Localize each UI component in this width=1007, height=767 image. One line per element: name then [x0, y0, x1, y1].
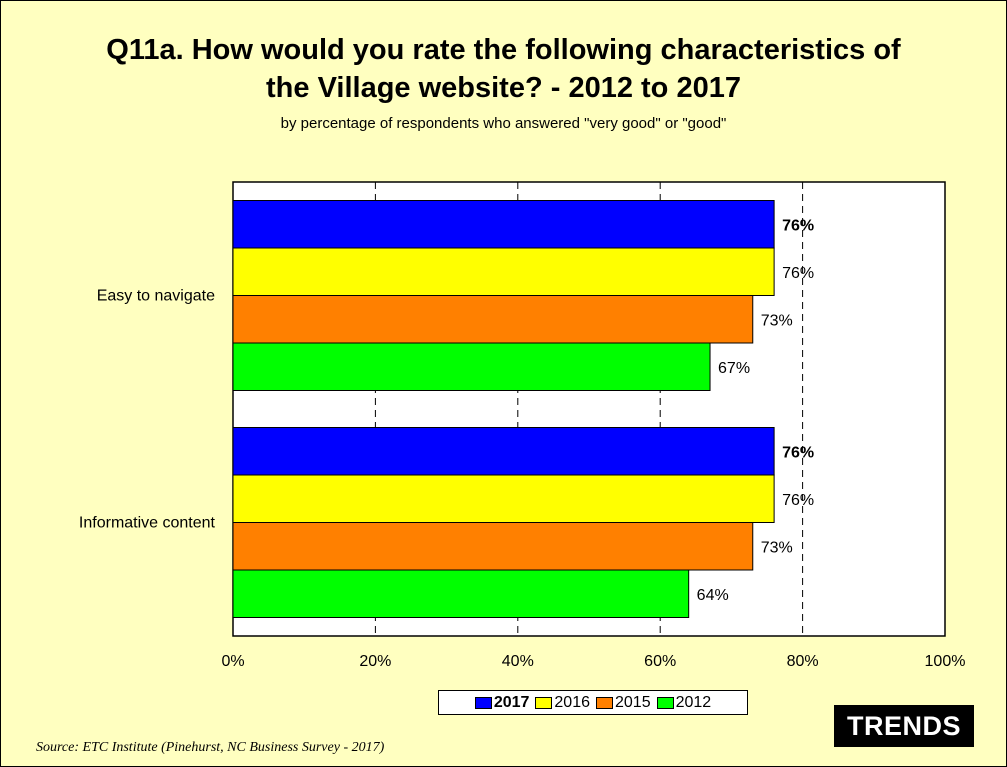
bar-2016-1	[232, 474, 775, 523]
data-label-2015-0: 73%	[761, 312, 793, 329]
chart-legend: 2017 2016 2015 2012	[438, 690, 748, 715]
bar-2012-0	[232, 342, 711, 391]
legend-label-2015: 2015	[615, 693, 651, 711]
chart-title: Q11a. How would you rate the following c…	[1, 31, 1006, 107]
chart-title-line-1: Q11a. How would you rate the following c…	[106, 34, 901, 66]
legend-swatch-2015	[596, 696, 613, 709]
data-label-2017-1: 76%	[782, 444, 814, 461]
legend-label-2012: 2012	[675, 693, 712, 711]
trends-badge: TRENDS	[834, 705, 974, 747]
data-label-2016-0: 76%	[782, 265, 814, 282]
legend-swatch-2016	[535, 696, 553, 709]
bar-2017-1	[232, 427, 775, 476]
bar-2015-0	[232, 295, 754, 344]
bar-2017-0	[232, 200, 775, 249]
chart-title-line-2: the Village website? - 2012 to 2017	[266, 72, 741, 104]
x-tick-label-40: 40%	[502, 653, 534, 670]
bar-2016-0	[232, 247, 775, 296]
legend-swatch-2017	[474, 696, 492, 709]
category-label-0: Easy to navigate	[97, 288, 215, 305]
bar-2015-1	[232, 522, 754, 571]
chart-subtitle: by percentage of respondents who answere…	[280, 115, 727, 132]
bar-2012-1	[232, 569, 690, 618]
data-label-2015-1: 73%	[761, 539, 793, 556]
x-tick-label-0: 0%	[221, 653, 244, 670]
legend-item-2017: 2017	[474, 693, 530, 712]
x-tick-label-60: 60%	[644, 653, 676, 670]
category-label-1: Informative content	[79, 515, 216, 532]
x-tick-label-80: 80%	[787, 653, 819, 670]
data-label-2012-0: 67%	[718, 360, 750, 377]
data-label-2017-0: 76%	[782, 217, 814, 234]
x-tick-label-20: 20%	[359, 653, 391, 670]
legend-item-2016: 2016	[535, 694, 590, 712]
legend-item-2015: 2015	[596, 694, 651, 712]
data-label-2016-1: 76%	[782, 492, 814, 509]
legend-item-2012: 2012	[656, 693, 712, 712]
data-label-2012-1: 64%	[697, 587, 729, 604]
x-tick-label-100: 100%	[925, 653, 966, 670]
legend-label-2016: 2016	[554, 693, 590, 711]
legend-label-2017: 2017	[493, 693, 530, 711]
legend-swatch-2012	[656, 696, 674, 709]
source-note: Source: ETC Institute (Pinehurst, NC Bus…	[36, 740, 385, 755]
